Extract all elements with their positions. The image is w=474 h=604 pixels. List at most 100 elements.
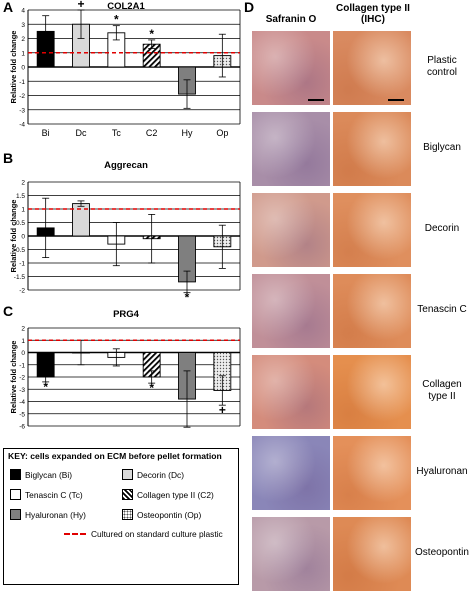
swatch-hyaluronan bbox=[10, 509, 21, 520]
y-tick-label: 2 bbox=[21, 326, 25, 333]
ihc-image-plastic-control bbox=[333, 31, 411, 105]
safranin-image-hyaluronan bbox=[252, 436, 330, 510]
ihc-image-osteopontin bbox=[333, 517, 411, 591]
y-tick-label: 0.5 bbox=[16, 220, 25, 227]
column-heading-safranin: Safranin O bbox=[265, 14, 317, 25]
y-tick-label: -2 bbox=[19, 288, 25, 295]
key-item-biglycan: Biglycan (Bi) bbox=[10, 469, 72, 480]
significance-marker: * bbox=[149, 381, 154, 395]
y-tick-label: -6 bbox=[19, 424, 25, 431]
y-tick-label: 0 bbox=[21, 234, 25, 241]
safranin-image-biglycan bbox=[252, 112, 330, 186]
category-label: Dc bbox=[76, 128, 87, 138]
y-axis-label: Relative fold change bbox=[9, 341, 18, 414]
key-label-reference: Cultured on standard culture plastic bbox=[91, 529, 223, 539]
y-tick-label: 1 bbox=[21, 207, 25, 214]
key-item-hyaluronan: Hyaluronan (Hy) bbox=[10, 509, 86, 520]
y-axis-label: Relative fold change bbox=[9, 200, 18, 273]
y-tick-label: 3 bbox=[21, 22, 25, 29]
safranin-image-tenascin-c bbox=[252, 274, 330, 348]
chart-title: COL2A1 bbox=[107, 1, 145, 12]
y-tick-label: -3 bbox=[19, 387, 25, 394]
significance-marker: * bbox=[43, 380, 48, 394]
y-tick-label: -5 bbox=[19, 411, 25, 418]
y-tick-label: 1.5 bbox=[16, 193, 25, 200]
key-title: KEY: cells expanded on ECM before pellet… bbox=[8, 451, 222, 461]
y-tick-label: 1 bbox=[21, 338, 25, 345]
scale-bar-ihc bbox=[388, 99, 404, 101]
y-tick-label: 2 bbox=[21, 36, 25, 43]
chart-prg4: PRG4 2 1 0 -1 -2 -3 -4 -5 -6 Relative fold change *… bbox=[9, 309, 241, 431]
scale-bar-safranin bbox=[308, 99, 324, 101]
y-tick-label: -1 bbox=[19, 362, 25, 369]
category-label: Bi bbox=[42, 128, 50, 138]
legend-key: KEY: cells expanded on ECM before pellet… bbox=[3, 448, 239, 585]
panel-letter-b: B bbox=[3, 150, 14, 166]
panel-letter-c: C bbox=[3, 303, 14, 319]
key-label-biglycan: Biglycan (Bi) bbox=[25, 469, 73, 480]
y-tick-label: 1 bbox=[21, 50, 25, 57]
swatch-biglycan bbox=[10, 469, 21, 480]
row-label-osteopontin: Osteopontin bbox=[415, 547, 469, 558]
significance-marker: * bbox=[149, 27, 154, 41]
safranin-image-decorin bbox=[252, 193, 330, 267]
key-label-hyaluronan: Hyaluronan (Hy) bbox=[25, 509, 86, 520]
y-tick-label: -2 bbox=[19, 93, 25, 100]
safranin-image-osteopontin bbox=[252, 517, 330, 591]
category-label: Tc bbox=[112, 128, 122, 138]
key-label-osteopontin: Osteopontin (Op) bbox=[137, 509, 202, 520]
significance-marker: + bbox=[219, 403, 226, 417]
key-label-tenascin: Tenascin C (Tc) bbox=[25, 489, 83, 500]
category-label: Hy bbox=[182, 128, 193, 138]
y-tick-label: -3 bbox=[19, 107, 25, 114]
panel-letter-d: D bbox=[244, 0, 255, 15]
chart-aggrecan: Aggrecan 2 1.5 1 0.5 0 -0.5 -1 -1.5 -2 Relative fo… bbox=[9, 160, 241, 302]
category-label: Op bbox=[216, 128, 228, 138]
ihc-image-tenascin-c bbox=[333, 274, 411, 348]
column-heading-ihc: Collagen type II (IHC) bbox=[336, 3, 410, 25]
y-axis-label: Relative fold change bbox=[9, 31, 18, 104]
swatch-collagen bbox=[122, 489, 133, 500]
safranin-image-plastic-control bbox=[252, 31, 330, 105]
chart-col2a1: COL2A1 4 3 2 1 0 -1 -2 -3 -4 Relative fold change B… bbox=[9, 0, 241, 138]
y-tick-label: 4 bbox=[21, 8, 25, 15]
row-label-plastic-control: Plastic control bbox=[426, 55, 457, 78]
ihc-image-decorin bbox=[333, 193, 411, 267]
chart-title: PRG4 bbox=[113, 309, 140, 320]
category-label: C2 bbox=[146, 128, 158, 138]
chart-title: Aggrecan bbox=[104, 160, 148, 171]
y-tick-label: -1 bbox=[19, 261, 25, 268]
row-label-tenascin-c: Tenascin C bbox=[417, 304, 467, 315]
ihc-image-biglycan bbox=[333, 112, 411, 186]
significance-marker: * bbox=[185, 291, 190, 302]
row-label-collagen-type-ii: Collagen type II bbox=[422, 379, 462, 402]
key-label-collagen: Collagen type II (C2) bbox=[137, 489, 214, 500]
key-item-tenascin: Tenascin C (Tc) bbox=[10, 489, 83, 500]
panel-letter-a: A bbox=[3, 0, 14, 15]
key-item-osteopontin: Osteopontin (Op) bbox=[122, 509, 201, 520]
key-item-collagen: Collagen type II (C2) bbox=[122, 489, 214, 500]
key-item-reference: Cultured on standard culture plastic bbox=[64, 529, 223, 539]
reference-line-swatch bbox=[64, 533, 86, 535]
y-tick-label: 0 bbox=[21, 350, 25, 357]
y-tick-label: -1.5 bbox=[14, 274, 26, 281]
swatch-tenascin bbox=[10, 489, 21, 500]
row-label-hyaluronan: Hyaluronan bbox=[416, 466, 468, 477]
significance-marker: * bbox=[114, 13, 119, 27]
y-tick-label: 0 bbox=[21, 65, 25, 72]
row-label-biglycan: Biglycan bbox=[423, 142, 461, 153]
significance-marker: + bbox=[77, 0, 84, 11]
y-tick-label: -4 bbox=[19, 122, 25, 129]
swatch-decorin bbox=[122, 469, 133, 480]
ihc-image-collagen-type-ii bbox=[333, 355, 411, 429]
y-tick-label: -2 bbox=[19, 375, 25, 382]
key-item-decorin: Decorin (Dc) bbox=[122, 469, 184, 480]
y-tick-label: 2 bbox=[21, 180, 25, 187]
row-label-decorin: Decorin bbox=[424, 223, 460, 234]
y-tick-label: -4 bbox=[19, 399, 25, 406]
y-tick-label: -1 bbox=[19, 79, 25, 86]
swatch-osteopontin bbox=[122, 509, 133, 520]
y-tick-label: -0.5 bbox=[14, 247, 26, 254]
key-label-decorin: Decorin (Dc) bbox=[137, 469, 184, 480]
safranin-image-collagen-type-ii bbox=[252, 355, 330, 429]
